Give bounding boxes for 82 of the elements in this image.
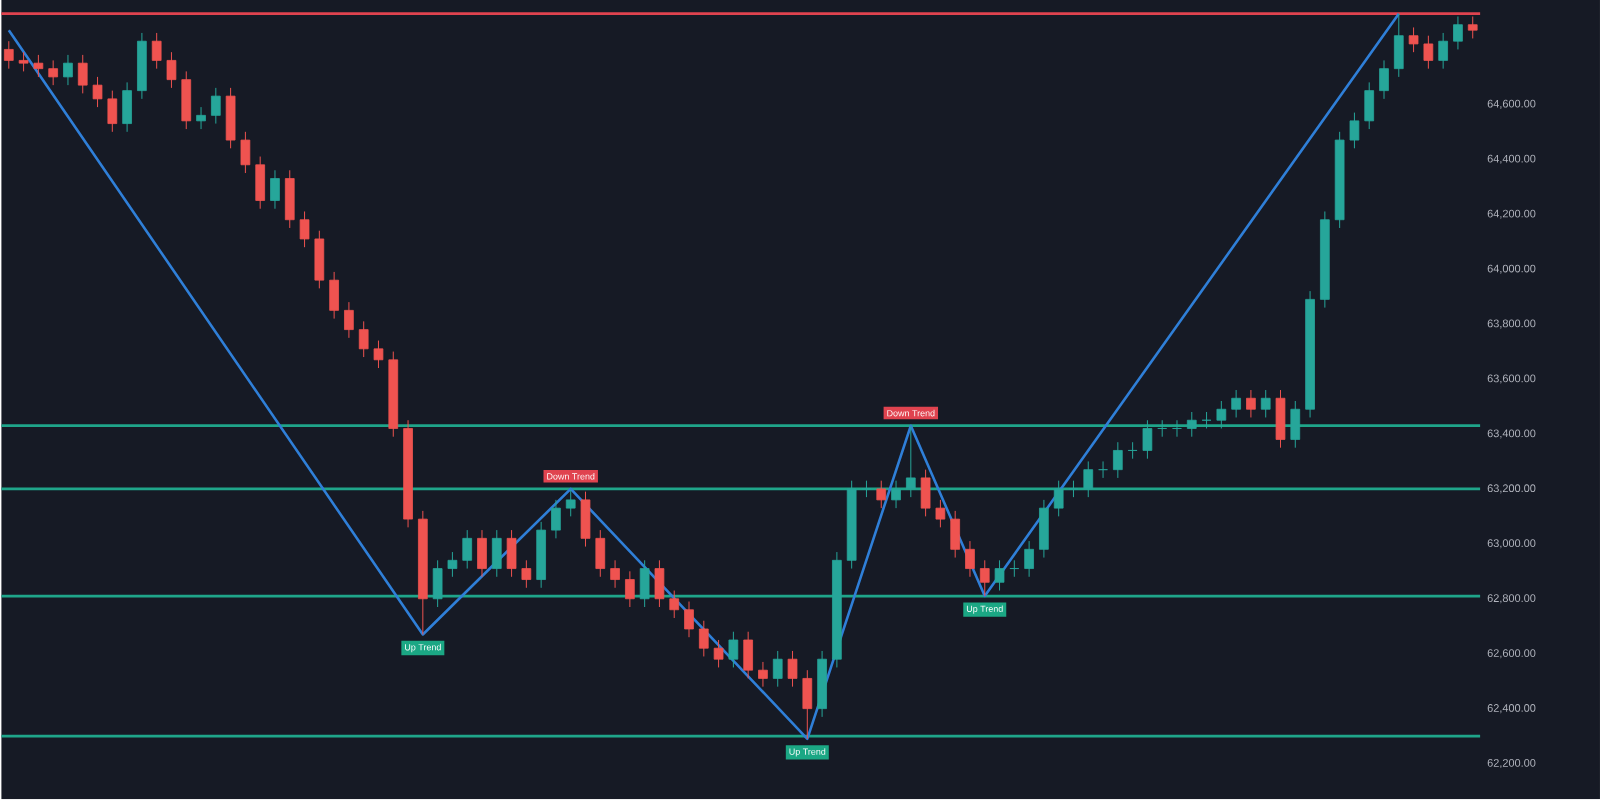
candlestick — [935, 499, 946, 529]
candlestick — [477, 529, 487, 578]
candlestick — [314, 230, 325, 290]
candlestick — [565, 488, 576, 518]
candlestick — [255, 156, 266, 210]
candlestick — [1408, 27, 1419, 54]
candlestick — [1349, 112, 1360, 150]
candlestick — [373, 340, 384, 369]
candlestick — [639, 560, 650, 608]
candlestick — [166, 52, 177, 89]
candlestick — [713, 639, 724, 669]
candlestick — [950, 510, 961, 559]
candlestick — [610, 560, 620, 589]
candlestick — [743, 631, 753, 680]
candlestick — [1142, 420, 1153, 460]
candlestick — [625, 571, 635, 608]
candlestick — [196, 106, 206, 130]
candlestick — [240, 131, 251, 174]
candlestick — [270, 170, 280, 210]
candlestick — [48, 60, 59, 86]
candlestick — [210, 87, 221, 125]
candlestick — [3, 41, 14, 70]
candlestick — [1053, 480, 1064, 518]
candlestick — [491, 529, 502, 578]
candlestick — [654, 560, 665, 608]
candlestick — [758, 661, 768, 688]
candlestick — [684, 601, 694, 639]
candlestick — [802, 670, 813, 740]
candlestick — [1423, 35, 1434, 70]
candlestick — [1467, 16, 1478, 40]
candlestick — [669, 590, 680, 619]
candlestick — [181, 71, 192, 130]
candlestick — [1379, 60, 1389, 100]
candlestick — [33, 54, 44, 78]
candlestick — [284, 170, 295, 229]
candlestick — [1231, 389, 1241, 419]
candlestick — [77, 54, 88, 95]
candlestick — [462, 529, 473, 570]
candlestick — [107, 90, 118, 133]
candlestick — [329, 271, 339, 320]
candlestick — [1113, 442, 1123, 479]
candlestick — [698, 620, 709, 658]
candlestick — [358, 321, 369, 358]
candlestick — [1083, 461, 1094, 498]
candlestick — [1393, 13, 1404, 78]
candlestick — [1364, 82, 1375, 130]
candlestick — [151, 32, 162, 70]
candlestick — [551, 499, 561, 540]
candlestick — [299, 211, 310, 249]
candlestick — [728, 631, 739, 669]
candlestick — [595, 529, 606, 578]
line-series — [7, 12, 1401, 741]
candlestick — [1039, 499, 1049, 559]
candlestick — [1438, 32, 1448, 70]
candlestick — [521, 560, 532, 589]
candlestick — [891, 480, 901, 509]
candlestick — [920, 469, 931, 518]
candlestick — [979, 560, 990, 597]
candlestick — [994, 560, 1005, 592]
candlestick — [344, 301, 354, 339]
candlestick — [122, 82, 132, 133]
candlestick — [772, 650, 783, 688]
candlestick — [1453, 16, 1463, 51]
candlestick — [1246, 389, 1256, 419]
candlestick — [506, 529, 517, 578]
candlestick — [1186, 411, 1197, 438]
candlestick — [63, 54, 73, 86]
candlestick — [787, 650, 798, 688]
candlestick — [1024, 540, 1034, 578]
candlestick — [18, 52, 29, 73]
candlestick — [905, 425, 916, 498]
candlestick — [876, 480, 887, 509]
candlestick — [1290, 400, 1301, 449]
candlestick — [432, 560, 443, 608]
candlestick — [447, 551, 458, 578]
candlestick — [580, 491, 591, 548]
candlestick — [1260, 389, 1271, 419]
candlestick — [1216, 400, 1227, 430]
candlestick — [225, 87, 236, 150]
candlestick — [1275, 389, 1286, 449]
candlestick — [92, 76, 103, 108]
candlestick — [965, 540, 975, 578]
